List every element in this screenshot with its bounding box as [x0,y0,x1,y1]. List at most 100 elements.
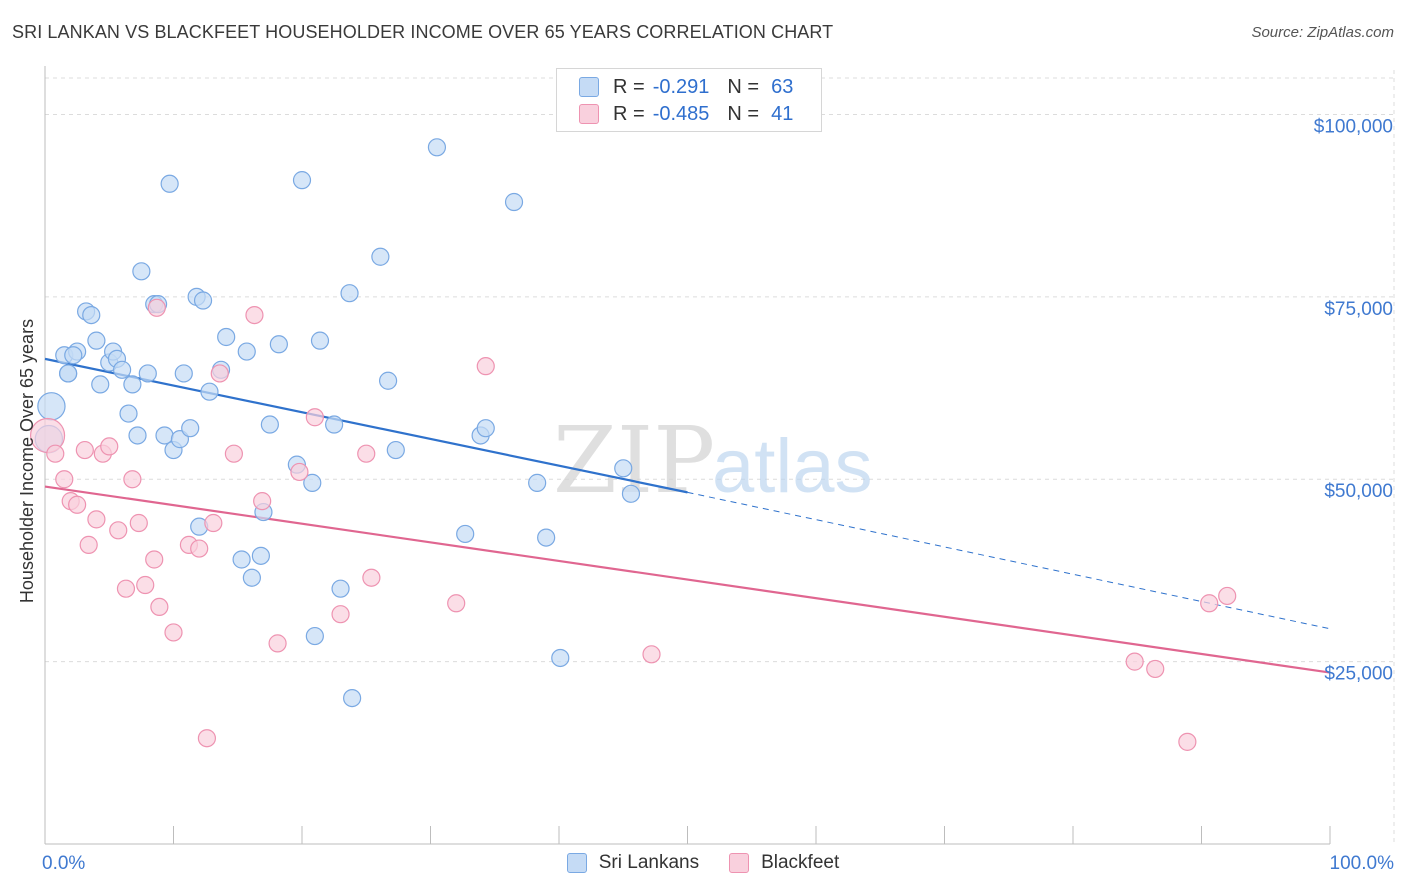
blackfeet-point [290,462,309,482]
sri-lankans-point [59,364,78,383]
legend-label-blackfeet: Blackfeet [761,852,840,873]
sri-lankans-point [181,419,200,438]
sri-lankans-point [119,404,138,423]
blackfeet-point [253,492,272,511]
sri-lankans-point [305,626,324,646]
sri-lankans-point [378,371,398,390]
sri-lankans-point [232,550,251,569]
sri-lankans-point [260,415,279,434]
blackfeet-point [331,605,350,624]
sri-lankans-trendline-extension [687,491,1331,630]
blackfeet-point [362,568,381,587]
legend-item-sri-lankans[interactable]: Sri Lankans [566,852,700,874]
sri-lankans-point [123,375,142,394]
blackfeet-point [68,495,87,514]
r-label: R = [613,102,645,125]
sri-lankans-point [325,415,344,434]
r-value: -0.291 [652,75,710,98]
source-label: Source: ZipAtlas.com [1251,24,1394,41]
blackfeet-point [268,634,287,653]
x-tick-label-min: 0.0% [42,853,85,874]
sri-lankans-point [386,440,405,460]
blackfeet-trendline [44,485,1331,674]
series-legend: Sri Lankans Blackfeet [0,852,1406,874]
blackfeet-point [1146,659,1165,679]
blackfeet-point [87,510,106,529]
sri-lankans-point [504,192,524,212]
blackfeet-point [447,594,466,613]
blackfeet-point [129,513,148,533]
blackfeet-point [55,470,74,489]
sri-lankans-point [237,342,256,361]
watermark-atlas: atlas [712,424,873,509]
sri-lankans-point [91,375,110,394]
blackfeet-point [357,444,376,463]
axis-layer [44,66,1331,845]
sri-lankans-point [343,688,362,708]
blackfeet-point [123,470,142,489]
sri-lankans-point [340,284,359,303]
blackfeet-legend-swatch [729,853,750,873]
r-value: -0.485 [652,102,710,125]
sri-lankans-point [200,382,219,401]
sri-lankans-point [551,648,570,668]
label-layer: $25,000 $50,000 $75,000 $100,000 0.0% 100.0% H… [17,116,1394,874]
sri-lankans-point [155,426,174,445]
points-layer [29,138,1237,751]
sri-lankans-point [528,473,547,492]
sri-lankans-point [292,171,312,190]
sri-lankans-point [138,364,157,383]
y-tick-label: $25,000 [1324,664,1393,685]
sri-lankans-point [242,568,261,587]
sri-lankans-point [87,331,106,350]
sri-lankans-point [112,360,132,379]
sri-lankans-point [174,364,193,383]
sri-lankans-point [621,484,641,503]
sri-lankans-point [37,392,66,421]
sri-lankans-point [128,426,147,445]
chart-title: SRI LANKAN VS BLACKFEET HOUSEHOLDER INCO… [12,22,834,42]
legend-item-blackfeet[interactable]: Blackfeet [729,852,839,874]
sri-lankans-point [371,247,390,266]
stats-row-blackfeet: R = -0.485 N = 41 [579,102,793,126]
blackfeet-point [136,575,155,595]
blackfeet-point [190,539,209,558]
y-tick-label: $75,000 [1324,299,1393,320]
blackfeet-point [1125,652,1144,671]
blackfeet-point [204,513,223,533]
y-axis-label: Householder Income Over 65 years [17,319,37,603]
sri-lankans-point [217,327,236,347]
blackfeet-point [210,364,229,383]
sri-lankans-point [303,473,322,492]
blackfeet-point [245,305,264,325]
blackfeet-point [150,597,169,617]
watermark: ZIP atlas [553,407,873,514]
n-label: N = [727,102,760,125]
legend-label-sri-lankans: Sri Lankans [598,852,700,873]
blackfeet-point [116,579,136,598]
blackfeet-point [197,729,217,748]
blackfeet-point [1200,594,1219,613]
n-label: N = [727,75,760,98]
sri-lankans-point [476,419,495,438]
blackfeet-point [1218,586,1237,606]
blackfeet-point [100,437,119,456]
sri-lankans-point [614,459,633,478]
blackfeet-swatch [579,104,599,124]
blackfeet-point [224,444,243,463]
trend-layer [44,357,1331,674]
stats-row-sri-lankans: R = -0.291 N = 63 [579,75,793,99]
blackfeet-point [109,521,128,540]
blackfeet-point [476,357,495,376]
sri-lankans-point [331,579,350,598]
sri-lankans-point [132,262,151,281]
sri-lankans-point [269,335,288,354]
n-value: 63 [771,75,794,98]
y-tick-label: $100,000 [1314,116,1393,137]
sri-lankans-point [82,305,101,325]
sri-lankans-point [64,346,83,365]
r-label: R = [613,75,645,98]
blackfeet-point [145,550,164,569]
blackfeet-point [642,645,661,664]
